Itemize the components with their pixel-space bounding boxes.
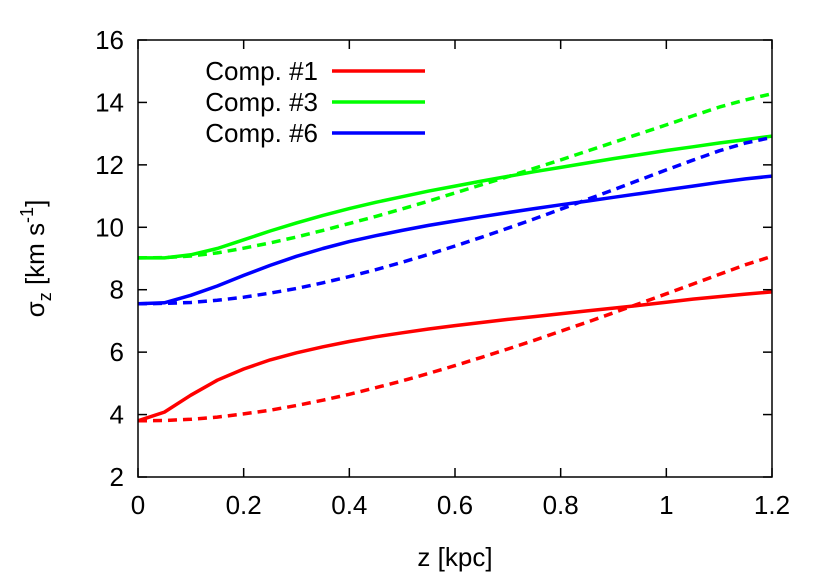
y-axis-label-units: [km s bbox=[20, 223, 50, 292]
y-axis-label-exponent: -1 bbox=[17, 207, 37, 223]
legend-label-comp-3: Comp. #3 bbox=[205, 87, 318, 117]
x-tick-label: 0 bbox=[131, 490, 145, 520]
x-tick-label: 0.2 bbox=[226, 490, 262, 520]
y-axis-label-symbol: σ bbox=[20, 301, 50, 317]
series-line-dashed-3 bbox=[137, 254, 773, 423]
y-axis-label: σz [km s-1] bbox=[17, 200, 55, 318]
legend-label-comp-6: Comp. #6 bbox=[205, 118, 318, 148]
y-tick-label: 12 bbox=[95, 150, 124, 180]
x-tick-label: 1 bbox=[659, 490, 673, 520]
y-tick-label: 4 bbox=[110, 400, 124, 430]
x-tick-label: 1.2 bbox=[754, 490, 790, 520]
x-tick-label: 0.6 bbox=[437, 490, 473, 520]
series-line-comp-6 bbox=[137, 174, 773, 306]
y-axis-label-units-close: ] bbox=[20, 200, 50, 207]
series-line-comp-3 bbox=[138, 134, 773, 260]
y-tick-label: 16 bbox=[95, 25, 124, 55]
series-line-dashed-4 bbox=[137, 91, 773, 260]
x-tick-label: 0.4 bbox=[331, 490, 367, 520]
y-tick-label: 10 bbox=[95, 212, 124, 242]
y-tick-label: 6 bbox=[110, 337, 124, 367]
y-axis-label-subscript: z bbox=[35, 292, 55, 301]
legend-label-comp-1: Comp. #1 bbox=[205, 56, 318, 86]
series-line-comp-1 bbox=[137, 290, 773, 423]
x-axis-label: z [kpc] bbox=[417, 542, 492, 572]
y-tick-label: 8 bbox=[110, 275, 124, 305]
tick-layer: 0 0.2 0.4 0.6 0.8 1 1.2 2 4 6 8 10 12 14 16 bbox=[95, 25, 790, 520]
series-layer bbox=[137, 91, 773, 423]
x-tick-label: 0.8 bbox=[543, 490, 579, 520]
series-line-dashed-5 bbox=[137, 135, 773, 306]
y-tick-label: 2 bbox=[110, 462, 124, 492]
y-tick-label: 14 bbox=[95, 87, 124, 117]
